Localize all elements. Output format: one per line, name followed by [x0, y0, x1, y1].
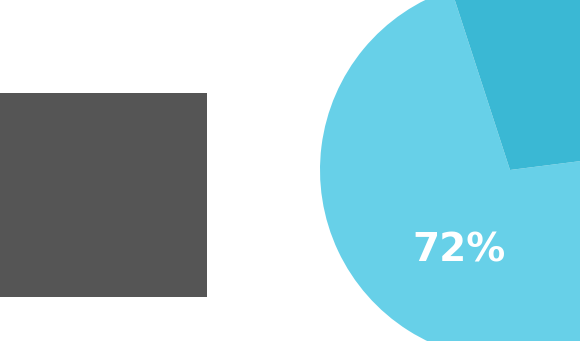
Wedge shape [320, 0, 580, 341]
Bar [0, 93, 207, 297]
Wedge shape [451, 0, 580, 170]
Text: 72%: 72% [412, 231, 506, 269]
